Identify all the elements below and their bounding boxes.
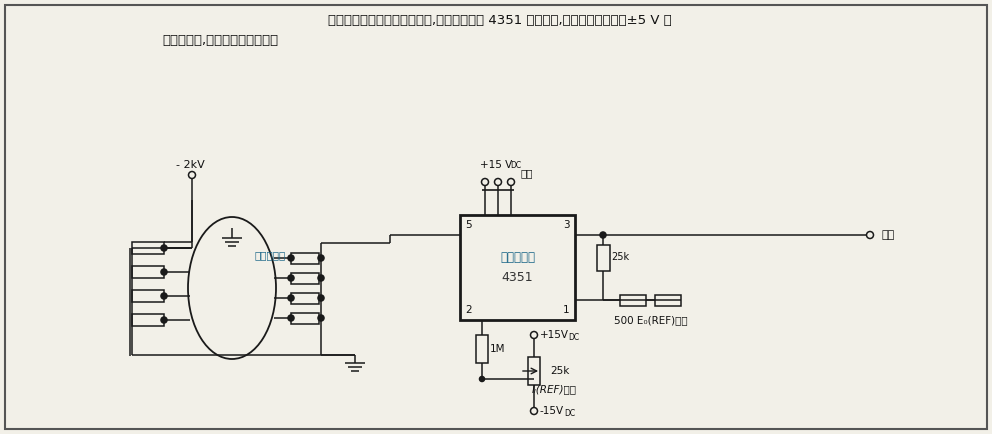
Text: -15V: -15V bbox=[540, 406, 564, 416]
Text: 输出: 输出 bbox=[881, 230, 895, 240]
Text: DC: DC bbox=[564, 410, 575, 418]
Text: 对数放大器: 对数放大器 bbox=[500, 251, 535, 264]
Bar bbox=[132, 290, 164, 302]
Text: 3: 3 bbox=[562, 220, 569, 230]
Text: 1M: 1M bbox=[490, 344, 506, 354]
Circle shape bbox=[161, 245, 167, 251]
Bar bbox=[291, 253, 319, 263]
Circle shape bbox=[866, 231, 874, 239]
Text: 光电倍增管: 光电倍增管 bbox=[254, 250, 286, 260]
Text: 光电倍增器的大范围输出数据,经对数放大器 4351 进行馈送,以便将数据压缩在±5 V 直: 光电倍增器的大范围输出数据,经对数放大器 4351 进行馈送,以便将数据压缩在±… bbox=[328, 13, 672, 26]
Bar bbox=[620, 295, 646, 306]
Ellipse shape bbox=[188, 217, 276, 359]
Circle shape bbox=[479, 377, 484, 381]
Circle shape bbox=[288, 255, 294, 261]
Circle shape bbox=[494, 178, 502, 185]
Text: Iₗ(REF)调节: Iₗ(REF)调节 bbox=[532, 384, 576, 394]
Bar bbox=[291, 312, 319, 323]
Text: +15 V: +15 V bbox=[480, 160, 512, 170]
Circle shape bbox=[508, 178, 515, 185]
Text: 电源: 电源 bbox=[521, 168, 534, 178]
Bar bbox=[596, 244, 609, 270]
Text: 25k: 25k bbox=[550, 366, 569, 376]
Text: +15V: +15V bbox=[540, 330, 569, 340]
Text: - 2kV: - 2kV bbox=[176, 160, 204, 170]
Text: 5: 5 bbox=[465, 220, 472, 230]
Circle shape bbox=[481, 178, 488, 185]
Bar bbox=[132, 242, 164, 254]
Circle shape bbox=[531, 408, 538, 414]
Circle shape bbox=[318, 275, 324, 281]
Bar bbox=[291, 273, 319, 283]
Text: DC: DC bbox=[510, 161, 521, 170]
Bar bbox=[476, 335, 488, 363]
Circle shape bbox=[288, 275, 294, 281]
Circle shape bbox=[161, 269, 167, 275]
Text: 500 E₀(REF)调节: 500 E₀(REF)调节 bbox=[614, 315, 687, 325]
Circle shape bbox=[531, 332, 538, 339]
Bar bbox=[655, 295, 681, 306]
Circle shape bbox=[600, 232, 606, 238]
Circle shape bbox=[161, 293, 167, 299]
Bar bbox=[460, 215, 575, 320]
Circle shape bbox=[318, 315, 324, 321]
Text: DC: DC bbox=[568, 333, 579, 342]
Circle shape bbox=[188, 171, 195, 178]
Text: 25k: 25k bbox=[611, 253, 629, 263]
Bar bbox=[291, 293, 319, 303]
Text: 4351: 4351 bbox=[502, 271, 534, 284]
Circle shape bbox=[318, 255, 324, 261]
Circle shape bbox=[288, 295, 294, 301]
Circle shape bbox=[318, 295, 324, 301]
Text: 1: 1 bbox=[562, 305, 569, 315]
Bar bbox=[132, 314, 164, 326]
Circle shape bbox=[161, 317, 167, 323]
Text: 2: 2 bbox=[465, 305, 472, 315]
Bar bbox=[528, 357, 540, 385]
Circle shape bbox=[288, 315, 294, 321]
Text: 流的范围内,馈送给磁带记录器。: 流的范围内,馈送给磁带记录器。 bbox=[162, 33, 278, 46]
Bar bbox=[132, 266, 164, 278]
